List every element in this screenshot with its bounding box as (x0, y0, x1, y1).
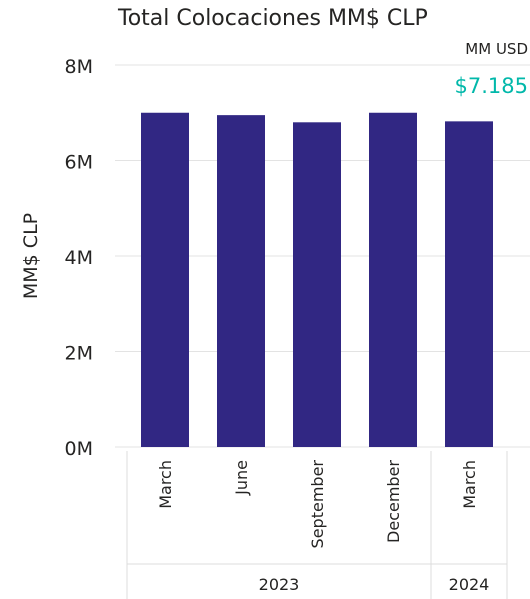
bar (293, 122, 341, 448)
y-tick-label: 8M (65, 56, 93, 78)
group-label: 2023 (259, 575, 300, 594)
kpi-value: $7.185 (454, 74, 528, 98)
bar (445, 121, 493, 447)
y-tick-label: 2M (65, 343, 93, 365)
y-tick-label: 6M (65, 152, 93, 174)
x-tick-label: September (308, 460, 327, 549)
chart-title: Total Colocaciones MM$ CLP (118, 6, 428, 31)
y-tick-label: 4M (65, 247, 93, 269)
x-tick-label: March (156, 460, 175, 509)
kpi-label: MM USD (465, 40, 528, 58)
y-tick-label: 0M (65, 438, 93, 460)
y-axis-label: MM$ CLP (20, 213, 42, 299)
bar (369, 112, 417, 447)
x-tick-label: March (460, 460, 479, 509)
group-label: 2024 (449, 575, 490, 594)
bar (217, 115, 265, 447)
x-tick-label: December (384, 460, 403, 543)
bar (141, 112, 189, 447)
x-tick-label: June (232, 460, 251, 496)
